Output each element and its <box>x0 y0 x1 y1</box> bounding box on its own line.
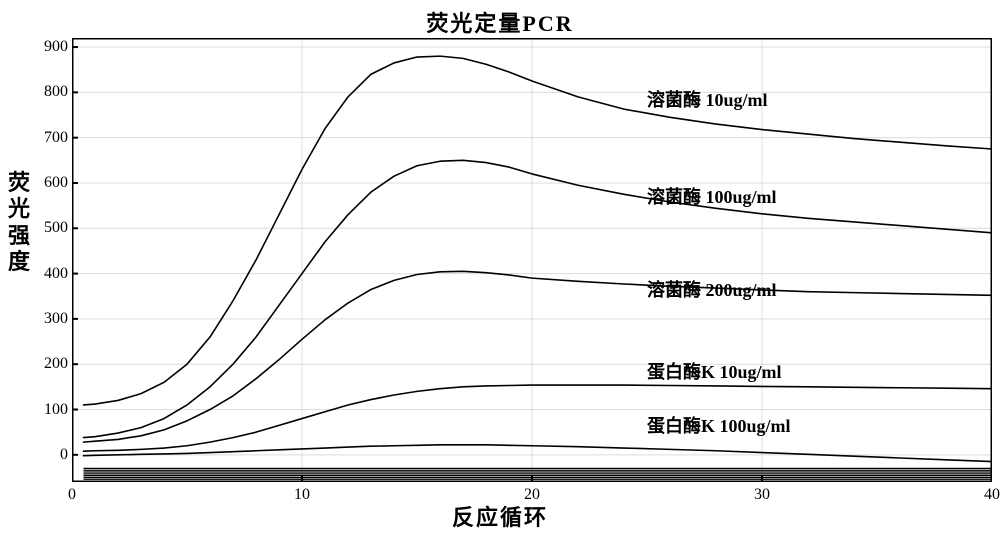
y-tick-label: 400 <box>44 265 68 283</box>
y-tick-label: 200 <box>44 355 68 373</box>
y-tick-label: 300 <box>44 310 68 328</box>
series-label: 蛋白酶K 100ug/ml <box>647 412 791 438</box>
series-label: 溶菌酶 100ug/ml <box>647 183 777 209</box>
x-tick-label: 20 <box>524 486 540 504</box>
y-tick-label: 600 <box>44 174 68 192</box>
chart-plot <box>72 38 992 482</box>
y-tick-label: 100 <box>44 401 68 419</box>
y-tick-label: 900 <box>44 38 68 56</box>
y-tick-label: 800 <box>44 83 68 101</box>
series-label: 溶菌酶 200ug/ml <box>647 276 777 302</box>
y-tick-label: 0 <box>60 446 68 464</box>
x-tick-label: 0 <box>68 486 76 504</box>
x-axis-label: 反应循环 <box>0 500 1000 532</box>
y-tick-label: 700 <box>44 129 68 147</box>
x-tick-label: 10 <box>294 486 310 504</box>
y-tick-label: 500 <box>44 219 68 237</box>
x-tick-label: 40 <box>984 486 1000 504</box>
series-label: 蛋白酶K 10ug/ml <box>647 358 782 384</box>
series-label: 溶菌酶 10ug/ml <box>647 86 768 112</box>
chart-title: 荧光定量PCR <box>0 6 1000 38</box>
y-axis-label: 荧光强度 <box>6 170 32 276</box>
x-tick-label: 30 <box>754 486 770 504</box>
